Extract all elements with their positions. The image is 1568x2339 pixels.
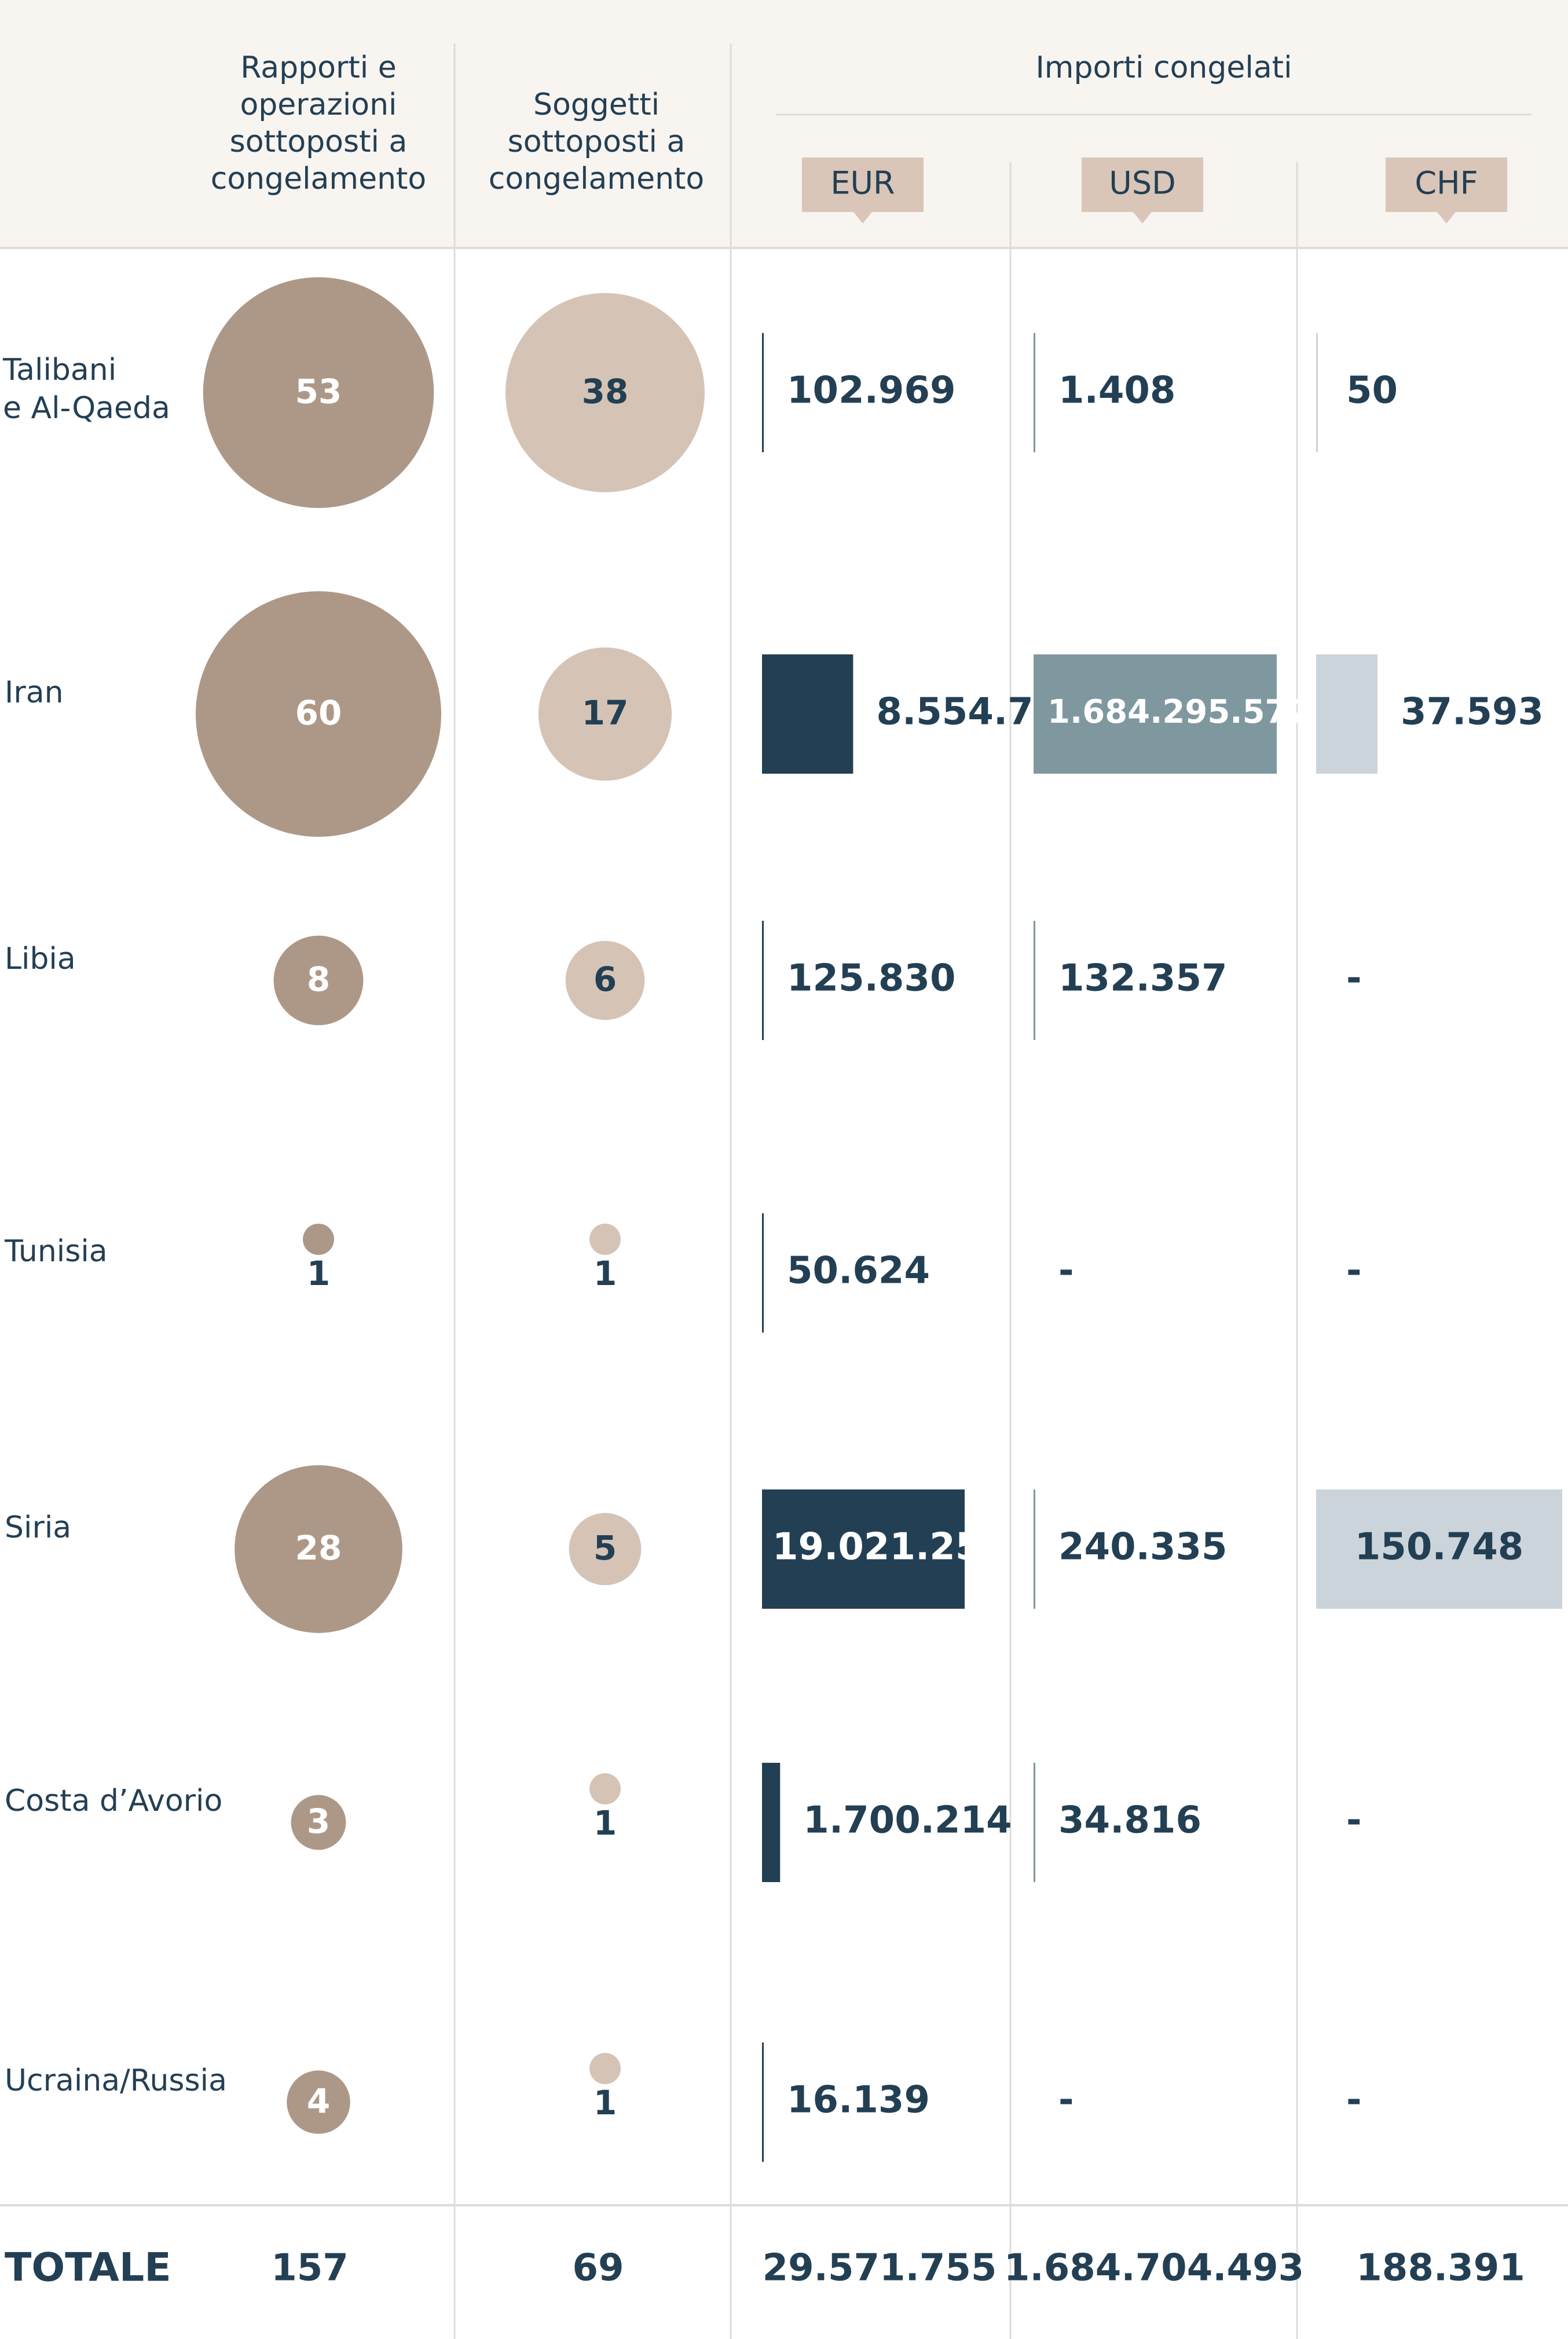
reports-value: 4 — [307, 2081, 330, 2121]
totals-eur: 29.571.755 — [763, 2247, 997, 2290]
currency-tag-pointer — [853, 212, 872, 224]
country-label: Ucraina/Russia — [5, 2063, 227, 2098]
usd-value: 1.408 — [1058, 369, 1175, 412]
country-label: Talibani — [2, 353, 116, 387]
chf-value: 50 — [1346, 369, 1398, 412]
currency-tag-eur — [802, 158, 924, 212]
subjects-bubble — [538, 647, 672, 781]
chf-bar — [1316, 1489, 1562, 1609]
totals-subjects: 69 — [572, 2247, 624, 2290]
currency-tag-label: EUR — [830, 165, 895, 202]
country-label: Tunisia — [4, 1234, 108, 1269]
totals-label: TOTALE — [5, 2245, 171, 2291]
header-reports-line: Rapporti e — [240, 50, 396, 85]
currency-tag-chf — [1386, 158, 1507, 212]
header-reports-line: congelamento — [211, 162, 426, 196]
header-amounts-title: Importi congelati — [1035, 50, 1292, 85]
subjects-value: 5 — [594, 1528, 617, 1568]
reports-value: 60 — [295, 693, 342, 733]
subjects-bubble — [589, 2053, 621, 2084]
eur-bar — [762, 654, 853, 774]
chf-bar — [1316, 333, 1318, 452]
usd-bar — [1034, 1489, 1035, 1609]
reports-bubble — [287, 2070, 350, 2134]
chf-value: - — [1346, 1250, 1362, 1293]
header-reports-line: sottoposti a — [230, 125, 408, 159]
header-subjects-line: congelamento — [489, 162, 704, 196]
reports-bubble — [196, 591, 441, 837]
eur-bar — [762, 2042, 764, 2162]
reports-bubble — [303, 1224, 334, 1255]
usd-bar — [1034, 654, 1277, 774]
usd-bar — [1034, 333, 1035, 452]
reports-bubble — [273, 935, 364, 1026]
country-label: Costa d’Avorio — [5, 1784, 222, 1818]
subjects-value: 1 — [594, 1254, 617, 1293]
subjects-value: 1 — [594, 2083, 617, 2122]
reports-bubble — [203, 277, 434, 508]
totals-reports: 157 — [271, 2247, 349, 2290]
reports-value: 8 — [307, 960, 330, 999]
country-label: Libia — [5, 942, 76, 976]
usd-bar — [1034, 921, 1035, 1040]
eur-bar — [762, 1489, 965, 1609]
country-label: Iran — [5, 675, 64, 710]
currency-tag-label: USD — [1109, 165, 1175, 202]
reports-bubble — [291, 1795, 346, 1850]
reports-value: 53 — [295, 372, 342, 411]
totals-usd: 1.684.704.493 — [1004, 2247, 1304, 2290]
usd-value: 240.335 — [1058, 1526, 1228, 1569]
subjects-bubble — [565, 940, 645, 1020]
header-subjects-line: Soggetti — [533, 87, 660, 122]
chf-value: - — [1346, 1799, 1362, 1842]
usd-value: 1.684.295.577 — [1047, 693, 1310, 731]
currency-tag-pointer — [1133, 212, 1152, 224]
header-reports-line: operazioni — [240, 87, 397, 122]
usd-value: - — [1058, 1250, 1074, 1293]
subjects-value: 6 — [594, 960, 617, 999]
country-label: e Al-Qaeda — [3, 391, 170, 426]
eur-bar — [762, 1763, 781, 1882]
eur-value: 19.021.254 — [772, 1526, 1007, 1569]
country-label: Siria — [5, 1510, 71, 1545]
header-background — [0, 0, 1568, 248]
subjects-bubble — [589, 1224, 621, 1255]
chf-value: 150.748 — [1355, 1526, 1524, 1569]
chf-bar — [1316, 654, 1378, 774]
subjects-bubble — [589, 1773, 621, 1804]
eur-bar — [762, 333, 764, 452]
eur-value: 102.969 — [787, 369, 956, 412]
chf-value: - — [1346, 2079, 1362, 2122]
subjects-value: 1 — [594, 1803, 617, 1843]
usd-value: - — [1058, 2079, 1074, 2122]
header-subjects-line: sottoposti a — [508, 125, 686, 159]
eur-bar — [762, 921, 764, 1040]
subjects-value: 17 — [582, 693, 629, 733]
reports-bubble — [235, 1465, 402, 1633]
usd-value: 132.357 — [1058, 957, 1228, 1000]
reports-value: 28 — [295, 1528, 342, 1568]
eur-value: 1.700.214 — [803, 1799, 1012, 1842]
usd-bar — [1034, 1763, 1035, 1882]
chf-value: 37.593 — [1401, 691, 1544, 734]
reports-value: 1 — [307, 1254, 330, 1293]
totals-chf: 188.391 — [1356, 2247, 1525, 2290]
subjects-bubble — [569, 1513, 642, 1586]
eur-value: 50.624 — [787, 1250, 930, 1293]
reports-value: 3 — [307, 1802, 330, 1841]
usd-value: 34.816 — [1058, 1799, 1201, 1842]
currency-tag-usd — [1082, 158, 1203, 212]
eur-value: 125.830 — [787, 957, 956, 1000]
subjects-value: 38 — [582, 372, 629, 411]
chf-value: - — [1346, 957, 1362, 1000]
eur-value: 16.139 — [787, 2079, 930, 2122]
eur-bar — [762, 1213, 764, 1333]
currency-tag-label: CHF — [1415, 165, 1478, 202]
currency-tag-pointer — [1437, 212, 1456, 224]
subjects-bubble — [505, 293, 705, 492]
